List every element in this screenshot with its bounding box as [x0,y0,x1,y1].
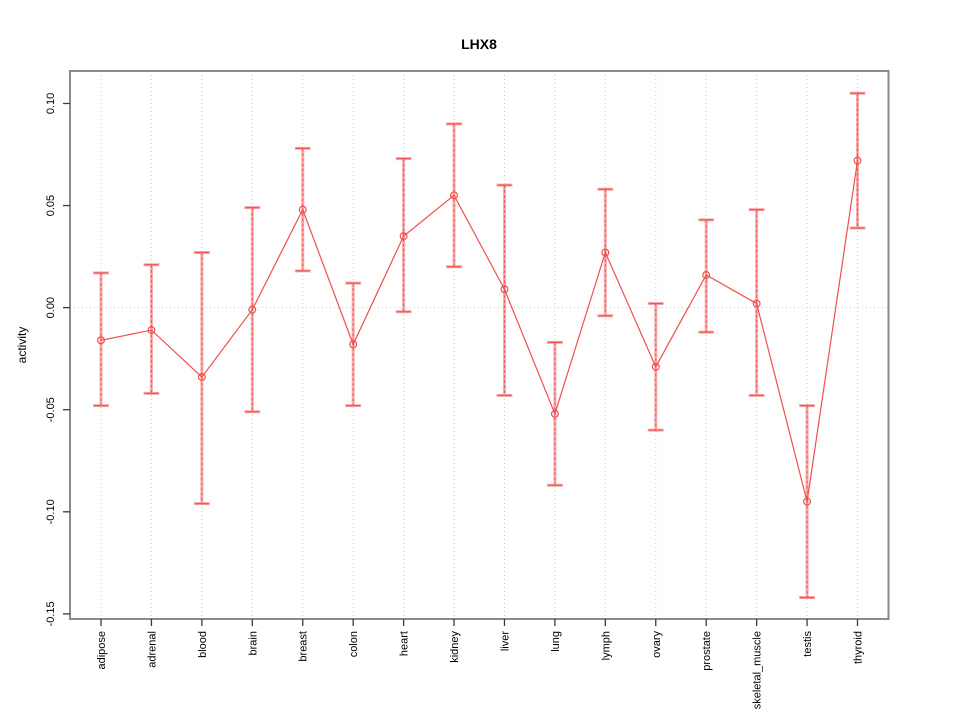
data-point-lung [550,409,559,418]
x-tick-label-breast: breast [298,631,310,662]
error-bar-blood [193,251,210,506]
data-point-skeletal_muscle [752,299,761,308]
x-tick-label-lung: lung [550,631,562,652]
frame-layer [69,70,890,620]
y-axis-title: activity [15,327,29,364]
error-bar-skeletal_muscle [748,208,765,397]
x-tick-label-lymph: lymph [600,631,612,660]
data-point-liver [500,285,509,294]
error-bar-heart [395,157,412,314]
y-tick-label: 0.05 [45,195,57,216]
x-tick-label-blood: blood [197,631,209,658]
data-point-adrenal [147,326,156,335]
data-point-lymph [601,248,610,257]
x-tick-label-adrenal: adrenal [146,631,158,668]
data-point-breast [298,205,307,214]
x-tick-label-testis: testis [802,631,814,657]
chart-title: LHX8 [461,36,497,52]
data-point-thyroid [853,156,862,165]
y-tick-label: -0.05 [45,397,57,422]
x-tick-label-thyroid: thyroid [853,631,865,664]
grid-layer [70,71,889,619]
x-tick-label-liver: liver [499,631,511,652]
data-point-colon [349,340,358,349]
data-point-heart [399,232,408,241]
data-point-blood [197,373,206,382]
series-layer [93,91,866,600]
error-bar-adipose [93,271,109,408]
data-point-adipose [96,336,105,345]
data-point-kidney [450,191,459,200]
x-tick-label-brain: brain [247,631,259,655]
plot-frame [69,70,890,620]
y-tick-label: 0.10 [45,93,57,114]
series-line [100,160,859,502]
data-point-brain [248,305,257,314]
x-tick-label-adipose: adipose [96,631,108,670]
x-tick-label-heart: heart [399,631,411,656]
y-tick-label: -0.10 [45,499,57,524]
x-tick-label-skeletal_muscle: skeletal_muscle [752,631,764,709]
data-point-testis [803,497,812,506]
y-tick-label: -0.15 [45,601,57,626]
y-tick-label: 0.00 [45,297,57,318]
x-tick-label-ovary: ovary [651,631,663,658]
x-tick-label-kidney: kidney [449,631,461,663]
error-bar-adrenal [143,263,160,395]
data-point-ovary [651,362,660,371]
axis-layer: 0.10 0.05 0.00 -0.05 -0.10 -0.15 adipose adrena… [45,93,865,710]
x-tick-label-prostate: prostate [701,631,713,671]
x-tick-label-colon: colon [348,631,360,657]
data-point-prostate [702,270,711,279]
